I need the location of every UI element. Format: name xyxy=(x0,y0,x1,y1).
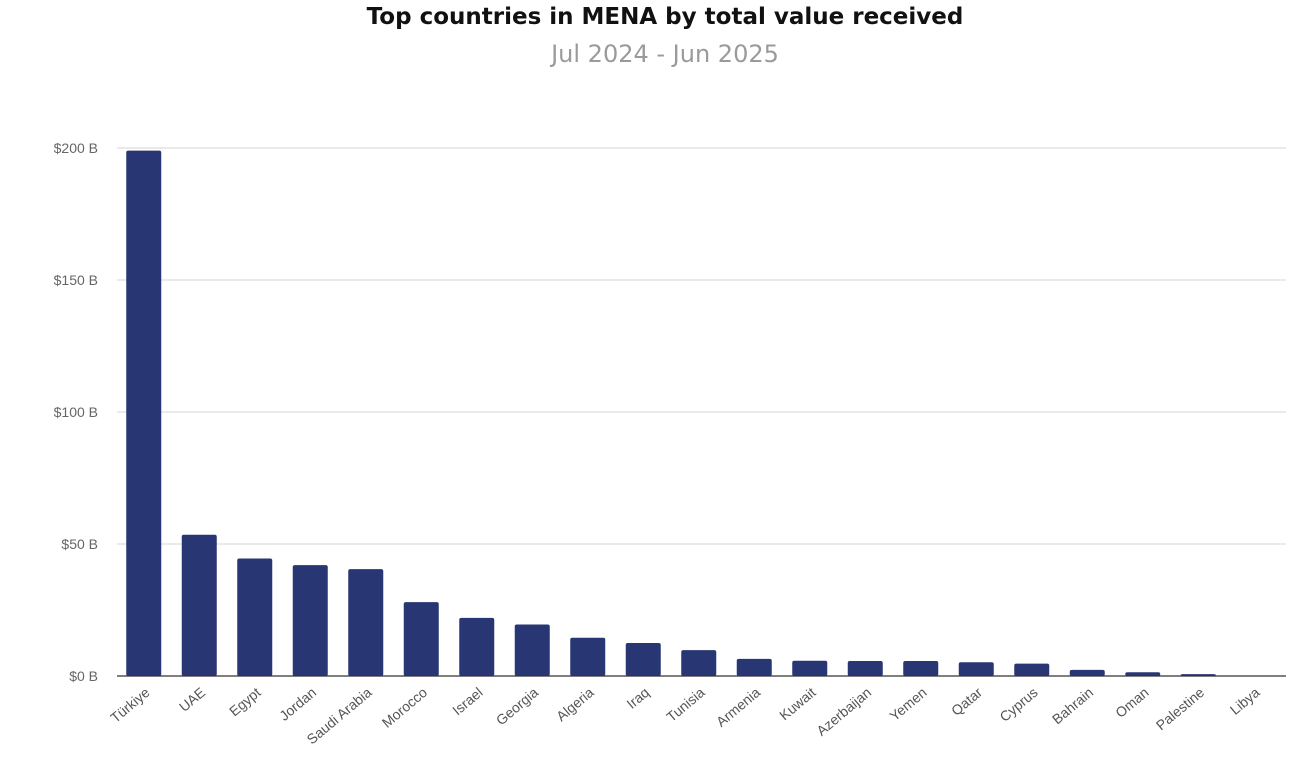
x-tick-label: Cyprus xyxy=(996,684,1040,725)
x-tick-label: Palestine xyxy=(1153,684,1208,733)
gridlines xyxy=(117,147,1286,545)
chart-title: Top countries in MENA by total value rec… xyxy=(366,4,964,30)
x-tick-label: Libya xyxy=(1227,684,1263,718)
bar xyxy=(403,602,439,676)
chart-subtitle: Jul 2024 - Jun 2025 xyxy=(551,40,779,68)
bar xyxy=(1014,663,1050,676)
bar xyxy=(292,565,328,676)
bar xyxy=(625,643,661,676)
y-tick-label: $150 B xyxy=(54,272,98,288)
x-tick-label: Israel xyxy=(449,684,486,718)
bar xyxy=(126,150,162,676)
bars xyxy=(126,150,1272,676)
y-axis-ticks: $0 B $50 B $100 B $150 B $200 B xyxy=(54,140,98,684)
x-tick-label: Yemen xyxy=(886,684,929,724)
x-tick-label: Egypt xyxy=(226,684,264,719)
bar xyxy=(514,624,550,676)
x-tick-label: Azerbaijan xyxy=(813,684,874,739)
bar xyxy=(958,662,994,676)
x-tick-label: Algeria xyxy=(553,684,597,724)
x-tick-label: Türkiye xyxy=(107,684,153,726)
y-tick-label: $0 B xyxy=(69,668,98,684)
bar xyxy=(570,637,606,676)
bar xyxy=(181,534,217,676)
bar xyxy=(681,650,717,676)
bar xyxy=(348,569,384,676)
bar xyxy=(237,558,273,676)
x-tick-label: Bahrain xyxy=(1049,684,1096,727)
bar xyxy=(736,658,772,676)
x-tick-label: Armenia xyxy=(713,684,763,730)
x-tick-label: Georgia xyxy=(493,684,542,728)
x-tick-label: UAE xyxy=(176,684,208,715)
bar xyxy=(903,660,939,676)
x-tick-label: Morocco xyxy=(379,684,431,731)
bar xyxy=(1125,672,1161,676)
bar xyxy=(847,660,883,676)
bar xyxy=(1069,669,1105,676)
x-tick-label: Tunisia xyxy=(663,684,708,725)
y-tick-label: $100 B xyxy=(54,404,98,420)
bar xyxy=(792,660,828,676)
x-tick-label: Jordan xyxy=(276,684,319,724)
x-tick-label: Iraq xyxy=(623,684,652,712)
x-tick-label: Oman xyxy=(1112,684,1151,721)
y-tick-label: $200 B xyxy=(54,140,98,156)
x-tick-label: Qatar xyxy=(948,684,985,719)
x-tick-label: Kuwait xyxy=(776,684,819,723)
y-tick-label: $50 B xyxy=(61,536,98,552)
bar xyxy=(459,617,495,676)
